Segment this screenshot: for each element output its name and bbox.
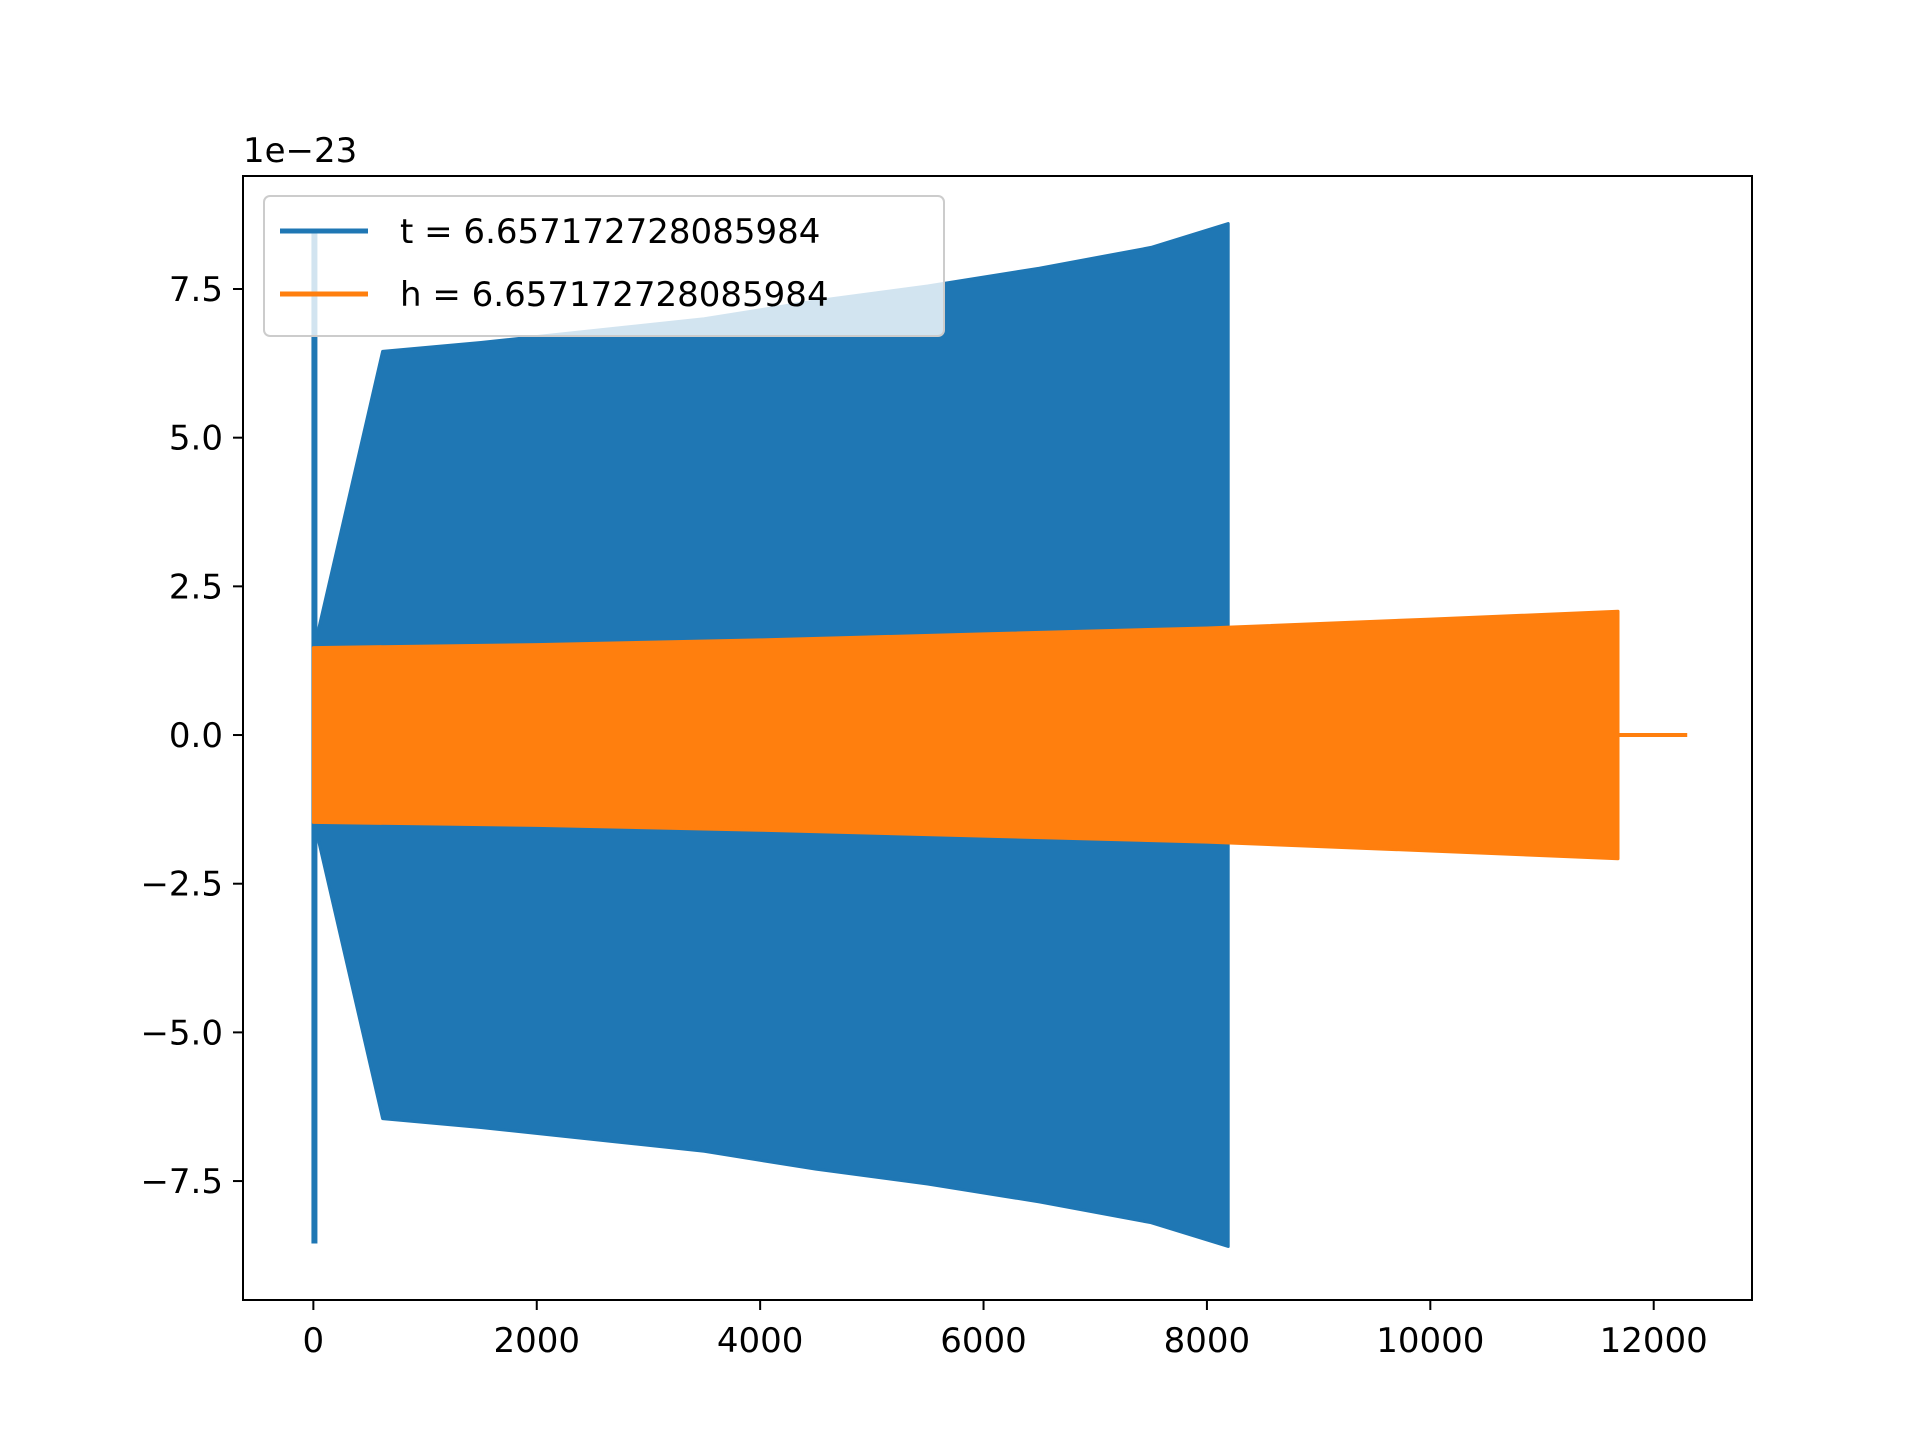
x-tick-label: 12000	[1600, 1321, 1708, 1361]
legend-box	[263, 195, 945, 337]
y-tick-label: 5.0	[169, 419, 223, 459]
y-offset-text: 1e−23	[243, 131, 357, 171]
x-tick-label: 2000	[493, 1321, 580, 1361]
y-tick-label: 0.0	[169, 716, 223, 756]
legend: t = 6.657172728085984 h = 6.6571727280859…	[263, 195, 945, 337]
x-tick-label: 8000	[1164, 1321, 1251, 1361]
x-axis: 0 2000 4000 6000 8000 10000 12000	[303, 1300, 1708, 1361]
x-tick-label: 4000	[717, 1321, 804, 1361]
series-h-envelope	[311, 609, 1620, 861]
x-tick-label: 10000	[1376, 1321, 1484, 1361]
plot-area	[311, 222, 1688, 1248]
legend-label-t: t = 6.657172728085984	[400, 212, 820, 252]
y-tick-label: 7.5	[169, 270, 223, 310]
y-tick-label: −5.0	[140, 1013, 223, 1053]
axes-frame	[242, 175, 1753, 1301]
y-tick-label: −7.5	[140, 1162, 223, 1202]
y-tick-label: 2.5	[169, 567, 223, 607]
y-tick-label: −2.5	[140, 865, 223, 905]
y-axis: −7.5 −5.0 −2.5 0.0 2.5 5.0 7.5	[140, 270, 243, 1202]
x-tick-label: 6000	[940, 1321, 1027, 1361]
legend-label-h: h = 6.657172728085984	[400, 275, 829, 315]
x-tick-label: 0	[303, 1321, 325, 1361]
